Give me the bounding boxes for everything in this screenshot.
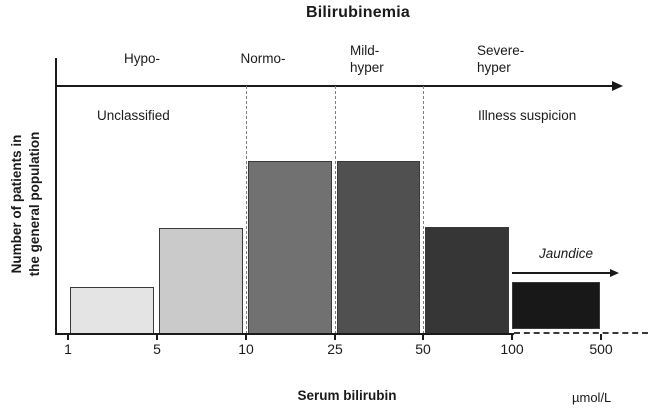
x-tick [600,334,602,340]
bar-10-25 [248,161,332,334]
chart-title: Bilirubinemia [306,4,410,21]
zone-boundary-dashed-line [423,86,424,334]
x-tick [422,334,424,340]
x-axis-line [55,333,514,335]
bar-5-10 [159,228,243,334]
x-tick-label: 10 [238,341,254,357]
bar-50-100 [425,227,509,334]
x-tick [67,334,69,340]
y-axis-line [55,58,57,334]
right-arrow-icon [612,81,623,91]
zone-boundary-dashed-line [246,86,247,334]
x-tick-label: 25 [327,341,343,357]
jaundice-right-arrow-icon [610,269,619,277]
jaundice-arrow-line [512,272,612,274]
x-axis-dashed-extension [514,332,648,334]
x-tick-label: 50 [415,341,431,357]
x-tick [245,334,247,340]
zone-label-mild-hyper: Mild- hyper [350,43,384,75]
bar-25-50 [337,161,420,334]
x-tick-label: 100 [500,341,524,357]
bar-1-5 [70,287,154,334]
y-axis-label: Number of patients in the general popula… [9,131,42,277]
x-axis-title: Serum bilirubin [297,388,397,403]
bar-100-500 [512,282,600,329]
x-tick [334,334,336,340]
zone-label-hypo: Hypo- [123,51,160,66]
annotation-jaundice: Jaundice [538,246,594,261]
x-tick-label: 1 [64,341,72,357]
x-tick-label: 500 [589,341,613,357]
x-tick [156,334,158,340]
x-tick [511,334,513,340]
zone-boundary-dashed-line [335,86,336,334]
zone-label-severe-hyper: Severe- hyper [477,43,525,75]
annotation-unclassified: Unclassified [97,108,170,123]
annotation-illness-suspicion: Illness suspicion [478,108,577,123]
x-tick-label: 5 [153,341,161,357]
classification-axis-line [56,85,613,87]
x-axis-unit: µmol/L [572,390,612,405]
zone-label-normo: Normo- [240,51,286,66]
